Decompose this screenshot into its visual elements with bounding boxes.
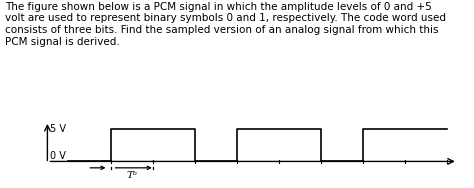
Text: 5 V: 5 V xyxy=(49,124,65,134)
Text: 0 V: 0 V xyxy=(49,151,65,161)
Text: Tᵇ: Tᵇ xyxy=(126,171,137,180)
Text: The figure shown below is a PCM signal in which the amplitude levels of 0 and +5: The figure shown below is a PCM signal i… xyxy=(5,2,446,47)
